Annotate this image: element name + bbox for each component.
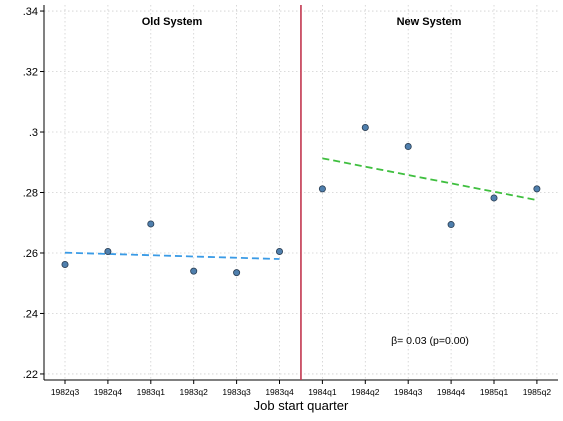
data-point — [104, 247, 112, 255]
new-system-fit-line — [322, 157, 538, 201]
x-tick-label: 1982q4 — [94, 387, 123, 397]
old-system-label: Old System — [142, 16, 203, 28]
y-tick-label: .32 — [23, 67, 38, 79]
beta-annotation: β= 0.03 (p=0.00) — [391, 335, 469, 347]
x-tick-label: 1983q1 — [137, 387, 166, 397]
data-point — [190, 267, 198, 275]
y-tick-label: .26 — [23, 248, 38, 260]
data-point — [147, 220, 155, 228]
data-point — [533, 185, 541, 193]
data-point — [447, 221, 455, 229]
data-points — [61, 123, 541, 277]
x-axis-title: Job start quarter — [254, 398, 349, 413]
x-tick-label: 1983q4 — [265, 387, 294, 397]
y-tick-label: .3 — [29, 127, 38, 139]
x-tick-label: 1984q3 — [394, 387, 423, 397]
y-tick-label: .28 — [23, 188, 38, 200]
x-tick-label: 1983q2 — [180, 387, 209, 397]
data-point — [361, 123, 369, 131]
fit-lines — [64, 157, 538, 260]
y-tick-label: .34 — [23, 6, 38, 18]
data-point — [275, 247, 283, 255]
x-tick-label: 1984q2 — [351, 387, 380, 397]
y-tick-label: .22 — [23, 369, 38, 381]
x-tick-label: 1983q3 — [222, 387, 251, 397]
y-tick-label: .24 — [23, 308, 38, 320]
data-point — [233, 269, 241, 277]
data-point — [490, 194, 498, 202]
x-tick-label: 1984q1 — [308, 387, 337, 397]
old-system-fit-line — [64, 251, 280, 260]
new-system-label: New System — [397, 16, 462, 28]
data-point — [404, 143, 412, 151]
x-tick-label: 1984q4 — [437, 387, 466, 397]
data-point — [61, 260, 69, 268]
x-tick-label: 1985q1 — [480, 387, 509, 397]
x-tick-label: 1982q3 — [51, 387, 80, 397]
data-point — [318, 185, 326, 193]
x-tick-label: 1985q2 — [523, 387, 552, 397]
tick-labels: .22 .24 .26 .28 .3 .32 .34 1982q3 1982q4 1983q1 19… — [23, 6, 552, 397]
